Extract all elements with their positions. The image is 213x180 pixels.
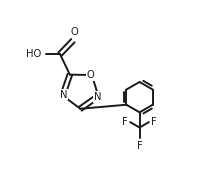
Text: N: N bbox=[60, 90, 67, 100]
Text: O: O bbox=[71, 27, 79, 37]
Text: N: N bbox=[94, 92, 101, 102]
Text: F: F bbox=[151, 117, 157, 127]
Text: O: O bbox=[86, 70, 94, 80]
Text: HO: HO bbox=[26, 49, 41, 59]
Text: F: F bbox=[122, 117, 128, 127]
Text: F: F bbox=[137, 141, 142, 151]
